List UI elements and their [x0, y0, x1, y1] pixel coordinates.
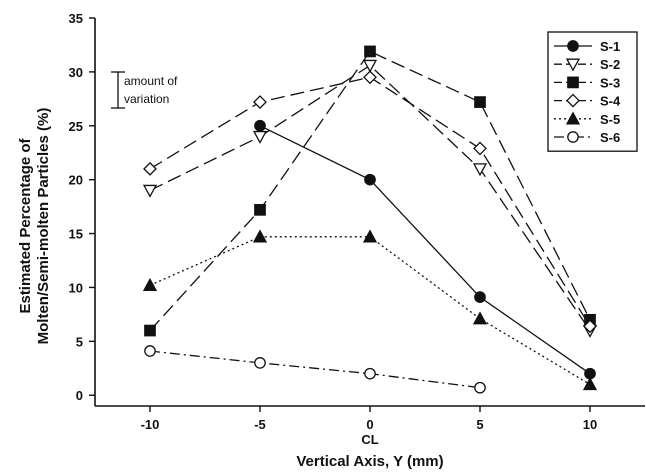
legend-box	[547, 31, 638, 152]
data-point-circle	[474, 291, 486, 303]
data-point-square	[567, 76, 579, 89]
series-layer	[142, 45, 598, 394]
series-line	[149, 350, 481, 389]
series-line	[149, 76, 591, 327]
data-point-triangle-up	[362, 229, 378, 243]
data-point-triangle-down	[565, 58, 581, 72]
data-point-circle	[364, 367, 376, 380]
x-tick-label: -10	[141, 417, 160, 432]
series-s-2	[142, 59, 598, 338]
data-point-triangle-down	[362, 59, 378, 73]
data-point-circle	[364, 173, 376, 186]
data-point-circle	[567, 40, 579, 52]
axes: 0 5 10 15 20 25 30 35 -10 -5 0 5 10	[69, 11, 645, 432]
legend-label: S-3	[600, 75, 620, 90]
legend-item: S-6	[554, 130, 620, 145]
data-point-diamond	[583, 319, 597, 334]
variation-annotation: amount of variation	[111, 71, 178, 109]
series-s-3	[144, 45, 596, 337]
y-tick-label: 35	[69, 11, 83, 26]
variation-label-line2: variation	[124, 92, 169, 106]
y-tick-label: 15	[69, 227, 83, 242]
x-tick-label: 5	[476, 417, 483, 432]
data-point-square	[364, 45, 376, 58]
legend-item: S-4	[554, 94, 621, 109]
data-point-triangle-down	[252, 130, 268, 144]
data-point-triangle-up	[252, 229, 268, 243]
data-point-triangle-up	[565, 111, 581, 125]
data-point-triangle-up	[472, 311, 488, 325]
y-tick-label: 5	[76, 334, 83, 349]
series-s-6	[144, 345, 486, 394]
data-point-diamond	[566, 93, 580, 108]
series-s-4	[143, 70, 597, 334]
series-line	[149, 236, 591, 386]
legend-label: S-4	[600, 94, 621, 109]
x-tick-label: -5	[254, 417, 266, 432]
series-line	[259, 125, 591, 375]
x-tick-label: 0	[366, 417, 373, 432]
y-tick-label: 10	[69, 280, 83, 295]
series-s-5	[142, 229, 598, 391]
data-point-diamond	[473, 141, 487, 156]
y-axis-title-line1: Estimated Percentage of	[17, 137, 34, 313]
data-point-triangle-down	[472, 163, 488, 177]
data-point-circle	[144, 345, 156, 357]
x-tick-label: 10	[583, 417, 597, 432]
data-point-square	[254, 203, 266, 216]
data-point-circle	[567, 131, 579, 143]
y-axis-title-line2: Molten/Semi-molten Particles (%)	[35, 108, 52, 345]
data-point-square	[474, 96, 486, 108]
data-point-triangle-up	[142, 277, 158, 291]
series-line	[149, 64, 591, 331]
legend-item: S-2	[554, 57, 620, 72]
series-line	[149, 50, 591, 331]
data-point-circle	[254, 357, 266, 369]
data-point-triangle-up	[582, 377, 598, 391]
variation-label-line1: amount of	[124, 74, 178, 88]
data-point-circle	[474, 381, 486, 394]
data-point-circle	[254, 119, 266, 132]
legend-label: S-2	[600, 57, 620, 72]
legend-item: S-5	[554, 111, 620, 127]
series-s-1	[254, 119, 596, 380]
data-point-diamond	[363, 70, 377, 85]
x-axis-title: Vertical Axis, Y (mm)	[296, 453, 443, 470]
center-line-label: CL	[361, 432, 378, 447]
legend-label: S-5	[600, 112, 620, 127]
legend-label: S-6	[600, 130, 620, 145]
legend-label: S-1	[600, 39, 620, 54]
legend-item: S-3	[554, 75, 620, 90]
data-point-diamond	[253, 95, 267, 109]
y-tick-label: 25	[69, 119, 83, 134]
legend: S-1 S-2 S-3 S-4 S-5 S-6	[547, 31, 638, 152]
y-tick-label: 0	[76, 388, 83, 403]
data-point-triangle-down	[142, 184, 158, 198]
y-tick-label: 20	[69, 173, 83, 188]
y-tick-label: 30	[69, 65, 83, 80]
data-point-diamond	[143, 161, 157, 176]
legend-item: S-1	[554, 39, 620, 54]
data-point-square	[144, 324, 156, 337]
